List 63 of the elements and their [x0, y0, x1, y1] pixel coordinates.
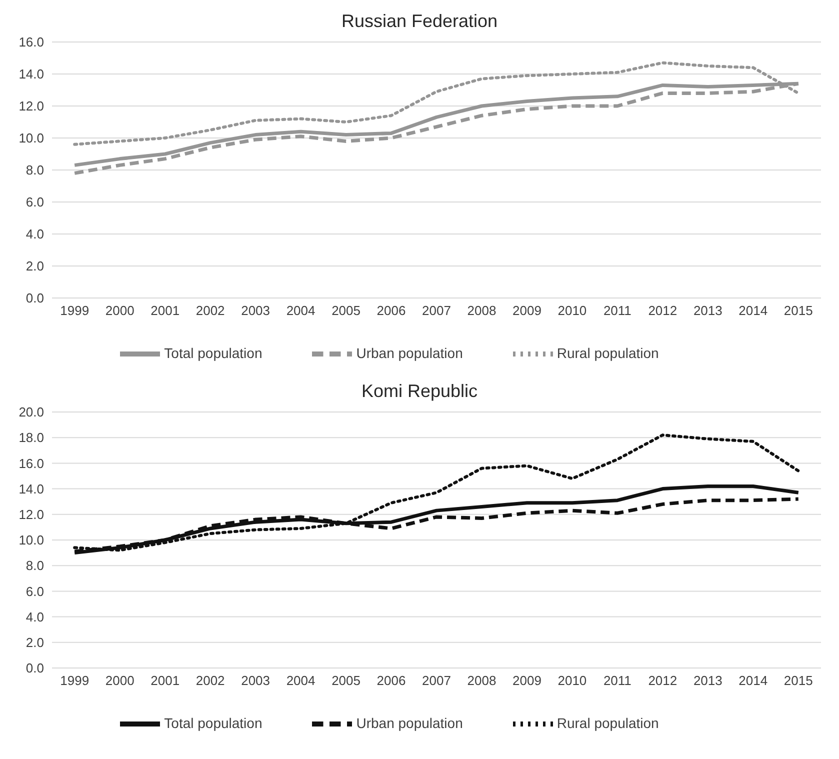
y-tick-label: 4.0	[26, 609, 44, 624]
x-tick-label: 2003	[241, 673, 270, 688]
x-tick-label: 2007	[422, 303, 451, 318]
y-tick-label: 10.0	[18, 130, 44, 146]
x-tick-label: 2000	[105, 303, 134, 318]
x-tick-label: 2013	[693, 303, 722, 318]
x-tick-label: 2009	[512, 303, 542, 318]
x-tick-label: 2002	[196, 303, 225, 318]
chart-title: Russian Federation	[340, 10, 499, 33]
y-tick-label: 14.0	[18, 481, 44, 496]
x-tick-label: 2005	[332, 303, 360, 318]
x-tick-label: 2003	[241, 303, 270, 318]
x-tick-label: 2009	[512, 673, 542, 688]
y-tick-label: 2.0	[26, 258, 44, 274]
legend-label: Rural population	[556, 344, 659, 361]
x-tick-label: 2004	[286, 673, 316, 688]
y-tick-label: 18.0	[18, 430, 44, 446]
y-tick-label: 8.0	[26, 558, 44, 574]
y-tick-label: 4.0	[26, 226, 44, 242]
x-tick-label: 2002	[196, 673, 225, 688]
y-tick-label: 14.0	[18, 66, 44, 82]
x-tick-label: 2000	[105, 673, 134, 688]
x-tick-label: 2005	[332, 673, 360, 688]
y-tick-label: 0.0	[26, 290, 44, 306]
x-tick-label: 2014	[738, 673, 768, 688]
y-tick-label: 10.0	[18, 532, 44, 548]
x-tick-label: 2006	[376, 673, 406, 688]
x-tick-label: 2007	[422, 673, 451, 688]
x-tick-label: 2015	[784, 673, 813, 688]
x-tick-label: 2008	[467, 673, 496, 688]
chart-title: Komi Republic	[360, 380, 479, 403]
x-tick-label: 2014	[738, 303, 768, 318]
x-tick-label: 2012	[648, 673, 678, 688]
x-tick-label: 1999	[60, 673, 90, 688]
y-tick-label: 2.0	[26, 635, 44, 650]
y-tick-label: 12.0	[18, 507, 44, 522]
x-tick-label: 2010	[558, 303, 587, 318]
y-tick-label: 20.0	[18, 404, 44, 420]
x-tick-label: 1999	[60, 303, 90, 318]
x-tick-label: 2001	[150, 673, 180, 688]
line-series	[73, 434, 800, 552]
x-tick-label: 2011	[603, 673, 632, 688]
x-tick-label: 2013	[693, 673, 722, 688]
y-tick-label: 6.0	[26, 584, 44, 599]
y-tick-label: 12.0	[18, 98, 44, 114]
x-tick-label: 2010	[558, 673, 587, 688]
x-tick-label: 2001	[150, 303, 180, 318]
y-tick-label: 16.0	[18, 34, 44, 50]
legend-label: Urban population	[356, 344, 463, 361]
y-tick-label: 8.0	[26, 162, 44, 178]
x-tick-label: 2011	[603, 303, 632, 318]
x-tick-label: 2006	[376, 303, 406, 318]
y-tick-label: 0.0	[26, 660, 44, 676]
y-tick-label: 6.0	[26, 194, 44, 210]
legend-label: Total population	[164, 344, 262, 361]
x-tick-label: 2004	[286, 303, 316, 318]
x-tick-label: 2015	[784, 303, 813, 318]
x-tick-label: 2012	[648, 303, 678, 318]
legend-label: Total population	[164, 714, 262, 731]
legend-label: Rural population	[556, 714, 659, 731]
x-tick-label: 2008	[467, 303, 496, 318]
y-tick-label: 16.0	[18, 456, 44, 471]
legend-label: Urban population	[356, 714, 463, 731]
